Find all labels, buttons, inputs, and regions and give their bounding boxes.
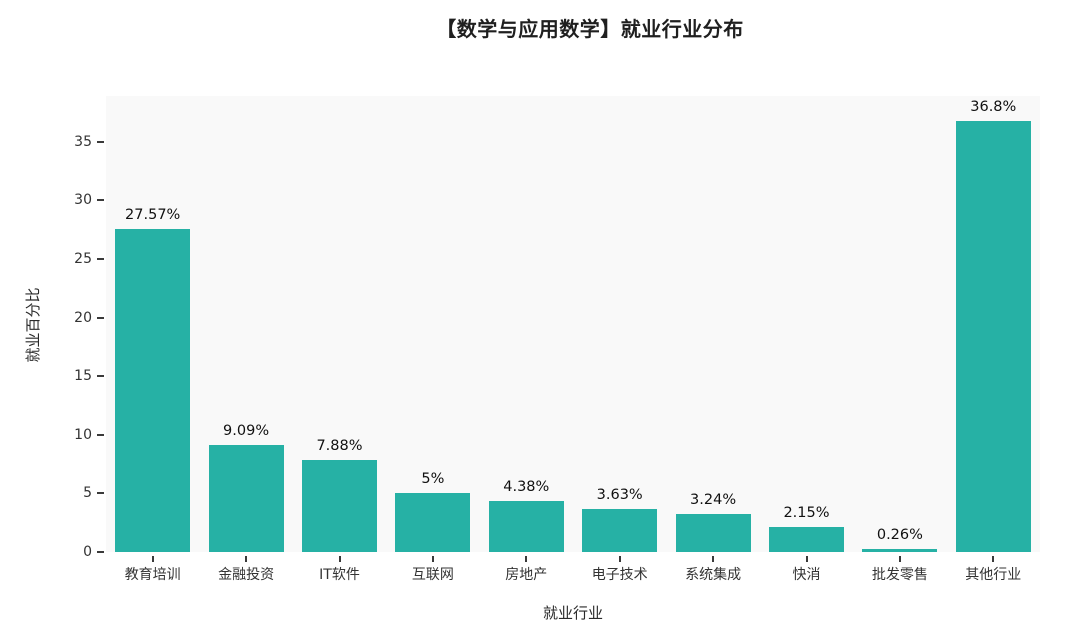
x-tick-label: 其他行业	[965, 567, 1022, 583]
y-tick-label: 15	[74, 368, 92, 385]
x-tick-mark	[431, 556, 434, 562]
y-tick-mark	[97, 199, 104, 202]
y-tick-label: 20	[74, 309, 92, 326]
bar	[488, 500, 564, 552]
bar	[582, 509, 658, 552]
x-tick-mark	[805, 556, 808, 562]
x-tick-label: 系统集成	[685, 567, 742, 583]
y-tick-mark	[97, 257, 104, 260]
y-tick-mark	[97, 551, 104, 553]
y-tick-mark	[97, 316, 104, 319]
x-tick-mark	[618, 556, 621, 562]
y-tick-mark	[97, 140, 104, 143]
bar	[675, 514, 751, 552]
y-tick-label: 35	[74, 133, 92, 150]
bar-value-label: 4.38%	[503, 478, 550, 495]
bar	[115, 228, 191, 552]
x-tick-label: 金融投资	[218, 567, 275, 583]
bar-value-label: 5%	[421, 471, 445, 488]
x-tick-mark	[992, 556, 995, 562]
y-tick-label: 5	[83, 485, 92, 502]
x-tick-label: 批发零售	[871, 567, 928, 583]
x-axis-title: 就业行业	[542, 604, 603, 622]
bar	[769, 526, 844, 552]
bar-value-label: 27.57%	[125, 206, 181, 223]
y-tick-mark	[97, 375, 104, 378]
x-tick-mark	[898, 556, 901, 562]
x-tick-label: IT软件	[319, 567, 360, 583]
y-tick-label: 10	[74, 426, 92, 443]
x-tick-label: 电子技术	[591, 567, 648, 583]
bar	[955, 120, 1031, 552]
x-tick-label: 房地产	[505, 567, 548, 583]
x-tick-mark	[525, 556, 528, 562]
x-tick-label: 互联网	[411, 567, 454, 583]
x-tick-mark	[245, 556, 248, 562]
y-tick-mark	[97, 433, 104, 436]
bar-value-label: 7.88%	[316, 437, 363, 454]
bar-value-label: 2.15%	[783, 504, 830, 521]
y-tick-label: 30	[74, 192, 92, 209]
bar	[208, 445, 284, 552]
x-tick-mark	[151, 556, 154, 562]
bar-value-label: 3.24%	[690, 492, 737, 509]
x-tick-mark	[712, 556, 715, 562]
bar-value-label: 0.26%	[876, 526, 923, 543]
x-tick-label: 快消	[792, 567, 821, 583]
bar-value-label: 9.09%	[223, 423, 270, 440]
bar-value-label: 36.8%	[970, 98, 1017, 115]
bar	[395, 493, 471, 552]
x-tick-label: 教育培训	[124, 567, 181, 583]
bar-value-label: 3.63%	[596, 487, 643, 504]
bar	[302, 459, 377, 552]
y-tick-label: 0	[83, 544, 92, 560]
x-tick-mark	[338, 556, 341, 562]
y-tick-mark	[97, 492, 104, 495]
chart-title: 【数学与应用数学】就业行业分布	[436, 17, 744, 41]
bar	[862, 548, 938, 552]
y-tick-label: 25	[74, 250, 92, 267]
